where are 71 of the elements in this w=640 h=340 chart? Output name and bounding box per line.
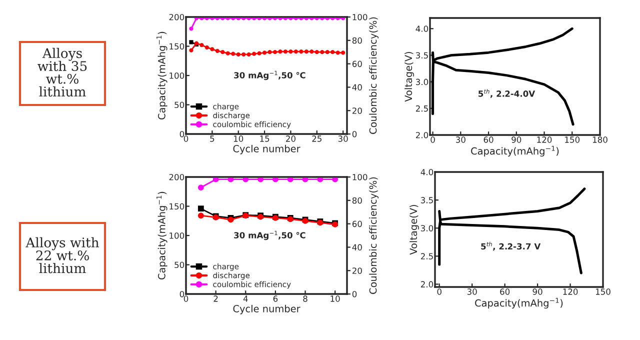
y-tick-label: 3.0 <box>416 78 428 86</box>
x-tick-label: 30 <box>338 136 348 142</box>
y-tick-label: 3.5 <box>420 197 433 204</box>
x-tick-label: 30 <box>467 288 477 295</box>
x-tick-label: 8 <box>303 296 308 302</box>
text: Alloys with 35 wt.% lithium <box>38 48 87 97</box>
y2-tick-label: 60 <box>352 60 362 68</box>
y-axis-title: Capacity(mAhg$^{−1}$) <box>156 32 168 120</box>
x-tick-label: 60 <box>484 136 494 143</box>
y-tick-label: 150 <box>170 203 184 210</box>
x-tick-label: 60 <box>500 288 510 295</box>
y2-tick-label: 20 <box>352 108 362 114</box>
annotation: 5$^{th}$, 2.2-4.0V <box>478 89 536 98</box>
y-axis-title: Voltage(V) <box>410 204 419 255</box>
y-tick-label: 0 <box>180 130 184 138</box>
x-tick-label: 20 <box>286 136 296 142</box>
x-axis-title: Cycle number <box>233 304 300 314</box>
x-tick-label: 180 <box>592 136 608 143</box>
y-tick-label: 150 <box>170 43 184 50</box>
y2-tick-label: 20 <box>352 268 362 274</box>
x-tick-label: 90 <box>512 136 522 143</box>
y-tick-label: 4.0 <box>416 26 428 32</box>
y2-tick-label: 80 <box>352 197 362 204</box>
x-tick-label: 15 <box>260 136 270 142</box>
x-tick-label: 150 <box>565 136 580 143</box>
x-tick-label: 10 <box>234 136 244 142</box>
y-tick-label: 4.0 <box>420 168 434 176</box>
y-axis-title: Capacity(mAhg$^{−1}$) <box>156 192 168 280</box>
x-axis-title: Capacity(mAhg$^{−1}$) <box>471 146 559 157</box>
y-tick-label: 2.0 <box>416 132 428 138</box>
y2-tick-label: 0 <box>352 130 357 138</box>
x-tick-label: 0 <box>184 136 188 142</box>
y2-tick-label: 40 <box>352 244 362 250</box>
y2-tick-label: 100 <box>352 14 368 20</box>
x-axis-title: Cycle number <box>233 144 300 154</box>
annotation: 30 mAg$^{−1}$,50 ℃ <box>234 230 306 240</box>
y-tick-label: 2.5 <box>420 253 433 260</box>
y-tick-label: 3.0 <box>420 225 434 232</box>
x-axis-title: Capacity(mAhg$^{−1}$) <box>475 298 563 309</box>
y2-tick-label: 40 <box>352 84 362 90</box>
x-tick-label: 10 <box>330 296 340 302</box>
text: Alloys with 22 wt.% lithium <box>26 237 99 274</box>
x-tick-label: 0 <box>437 288 442 295</box>
y-tick-label: 100 <box>170 72 184 79</box>
y2-axis-title: Coulombic efficiency(%) <box>369 17 379 134</box>
y-tick-label: 200 <box>169 174 184 180</box>
x-tick-label: 150 <box>596 288 610 295</box>
x-tick-label: 5 <box>210 136 214 142</box>
y-axis-title: Voltage(V) <box>404 52 414 102</box>
y2-tick-label: 80 <box>352 37 362 44</box>
x-tick-label: 6 <box>273 296 278 302</box>
y-tick-label: 3.5 <box>416 52 428 59</box>
x-tick-label: 2 <box>214 296 218 302</box>
y-tick-label: 50 <box>174 262 184 268</box>
annotation: 30 mAg$^{−1}$,50 ℃ <box>234 70 306 80</box>
annotation: 5$^{th}$, 2.2-3.7 V <box>481 242 541 251</box>
x-tick-label: 4 <box>243 296 248 302</box>
y-tick-label: 200 <box>169 14 184 20</box>
y-tick-label: 2.5 <box>416 105 428 112</box>
y2-tick-label: 60 <box>352 220 362 228</box>
x-tick-label: 120 <box>537 136 552 143</box>
x-tick-label: 120 <box>563 288 578 295</box>
x-tick-label: 25 <box>312 136 322 142</box>
x-tick-label: 90 <box>532 288 542 295</box>
y2-axis-title: Coulombic efficiency(%) <box>369 177 379 294</box>
y-tick-label: 50 <box>174 102 184 108</box>
y-tick-label: 2.0 <box>420 281 434 288</box>
y-tick-label: 100 <box>170 232 184 239</box>
y2-tick-label: 100 <box>352 174 368 180</box>
x-tick-label: 0 <box>184 296 188 302</box>
x-tick-label: 30 <box>456 136 466 143</box>
